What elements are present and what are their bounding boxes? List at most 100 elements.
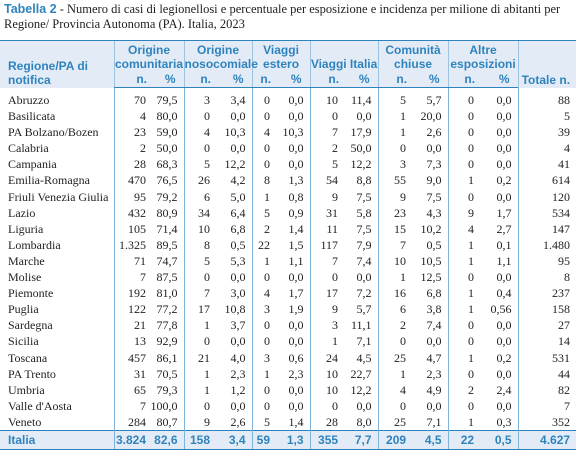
total-cell: 95 bbox=[517, 252, 577, 270]
count-cell: 7 bbox=[309, 124, 343, 141]
percent-cell: 7,7 bbox=[342, 429, 379, 450]
count-cell: 0 bbox=[447, 124, 479, 141]
percent-cell: 50,0 bbox=[156, 141, 178, 156]
percent-cell: 2,6 bbox=[426, 125, 442, 140]
region-name: Lombardia bbox=[8, 237, 61, 252]
percent-cell: 4,9 bbox=[426, 382, 442, 397]
count-cell: 0 bbox=[309, 269, 343, 286]
percent-cell: 9,0 bbox=[426, 173, 442, 188]
count-cell: 25 bbox=[377, 349, 411, 366]
count-cell: 4 bbox=[113, 108, 150, 125]
header-pct: % bbox=[214, 72, 253, 88]
count-cell: 3 bbox=[251, 349, 275, 366]
percent-cell: 4,0 bbox=[230, 350, 246, 365]
percent-cell: 100,0 bbox=[150, 398, 178, 413]
percent-cell: 0,5 bbox=[478, 429, 519, 450]
count-cell: 105 bbox=[113, 220, 150, 237]
count-cell: 0 bbox=[183, 397, 215, 414]
table-row: Sardegna 21 77,8 1 3,7 0 0,0 3 11,1 2 7,4 0 0,0 27 bbox=[0, 317, 577, 334]
count-cell: 0 bbox=[447, 397, 479, 414]
count-cell: 13 bbox=[113, 333, 150, 350]
percent-cell: 0,0 bbox=[288, 93, 304, 107]
percent-cell: 2,3 bbox=[288, 366, 304, 381]
count-cell: 0 bbox=[251, 140, 275, 157]
percent-cell: 1,4 bbox=[288, 414, 304, 429]
count-cell: 15 bbox=[377, 220, 411, 237]
count-cell: 3.824 bbox=[113, 429, 150, 450]
count-cell: 23 bbox=[113, 124, 150, 141]
percent-cell: 10,5 bbox=[420, 253, 442, 268]
count-cell: 0 bbox=[447, 333, 479, 350]
percent-cell: 7,3 bbox=[426, 157, 442, 172]
region-name: Lazio bbox=[8, 205, 36, 220]
header-group-viaggi-italia: Viaggi Italia bbox=[309, 40, 379, 72]
count-cell: 192 bbox=[113, 285, 150, 302]
count-cell: 0 bbox=[447, 156, 479, 173]
header-pct: % bbox=[274, 72, 311, 88]
count-cell: 2 bbox=[309, 140, 343, 157]
percent-cell: 68,3 bbox=[156, 157, 178, 172]
percent-cell: 0,0 bbox=[496, 366, 512, 381]
count-cell: 26 bbox=[183, 172, 215, 189]
region-name: Friuli Venezia Giulia bbox=[8, 189, 109, 204]
count-cell: 11 bbox=[309, 220, 343, 237]
count-cell: 1 bbox=[447, 252, 479, 270]
count-cell: 1 bbox=[447, 285, 479, 302]
total-cell: 88 bbox=[517, 87, 577, 109]
region-name: Basilicata bbox=[8, 109, 56, 124]
header-n: n. bbox=[377, 72, 411, 88]
count-cell: 0 bbox=[251, 108, 275, 125]
region-name: Calabria bbox=[8, 141, 49, 156]
count-cell: 8 bbox=[251, 172, 275, 189]
total-cell: 1.480 bbox=[517, 236, 577, 253]
region-name: Campania bbox=[8, 157, 57, 172]
table-row: Marche 71 74,7 5 5,3 1 1,1 7 7,4 10 10,5 1 1,1 95 bbox=[0, 252, 577, 270]
percent-cell: 3,0 bbox=[230, 286, 246, 301]
percent-cell: 7,4 bbox=[356, 253, 372, 268]
count-cell: 16 bbox=[377, 285, 411, 302]
percent-cell: 80,7 bbox=[156, 414, 178, 429]
count-cell: 0 bbox=[251, 333, 275, 350]
percent-cell: 6,4 bbox=[230, 205, 246, 220]
count-cell: 9 bbox=[447, 204, 479, 221]
count-cell: 2 bbox=[113, 140, 150, 157]
region-name: Molise bbox=[8, 270, 42, 285]
count-cell: 10 bbox=[309, 381, 343, 398]
percent-cell: 0,0 bbox=[230, 398, 246, 413]
count-cell: 0 bbox=[183, 269, 215, 286]
count-cell: 0 bbox=[251, 87, 275, 109]
count-cell: 34 bbox=[183, 204, 215, 221]
count-cell: 4 bbox=[447, 220, 479, 237]
table-row: Calabria 2 50,0 0 0,0 0 0,0 2 50,0 0 0,0 0 0,0 4 bbox=[0, 140, 577, 157]
header-group-viaggi-estero: Viaggi estero bbox=[251, 40, 311, 72]
count-cell: 7 bbox=[113, 397, 150, 414]
count-cell: 0 bbox=[183, 333, 215, 350]
table-row: Molise 7 87,5 0 0,0 0 0,0 0 0,0 1 12,5 0 0,0 8 bbox=[0, 269, 577, 286]
percent-cell: 1,1 bbox=[496, 253, 512, 268]
count-cell: 21 bbox=[113, 317, 150, 334]
count-cell: 1 bbox=[447, 349, 479, 366]
count-cell: 0 bbox=[251, 269, 275, 286]
total-cell: 39 bbox=[517, 124, 577, 141]
percent-cell: 0,9 bbox=[288, 205, 304, 220]
region-name: Liguria bbox=[8, 221, 44, 236]
percent-cell: 77,8 bbox=[156, 318, 178, 333]
count-cell: 28 bbox=[309, 413, 343, 431]
percent-cell: 0,0 bbox=[288, 398, 304, 413]
percent-cell: 4,2 bbox=[230, 173, 246, 188]
percent-cell: 3,8 bbox=[426, 302, 442, 317]
count-cell: 4 bbox=[377, 381, 411, 398]
percent-cell: 12,2 bbox=[224, 157, 246, 172]
count-cell: 95 bbox=[113, 188, 150, 205]
count-cell: 0 bbox=[447, 140, 479, 157]
count-cell: 117 bbox=[309, 236, 343, 253]
count-cell: 54 bbox=[309, 172, 343, 189]
percent-cell: 0,0 bbox=[496, 93, 512, 107]
total-cell: 4 bbox=[517, 140, 577, 157]
count-cell: 0 bbox=[447, 317, 479, 334]
table-row: Friuli Venezia Giulia 95 79,2 6 5,0 1 0,8 9 7,5 9… bbox=[0, 188, 577, 205]
count-cell: 10 bbox=[309, 365, 343, 382]
percent-cell: 81,0 bbox=[156, 286, 178, 301]
percent-cell: 17,9 bbox=[350, 125, 372, 140]
percent-cell: 0,0 bbox=[288, 157, 304, 172]
